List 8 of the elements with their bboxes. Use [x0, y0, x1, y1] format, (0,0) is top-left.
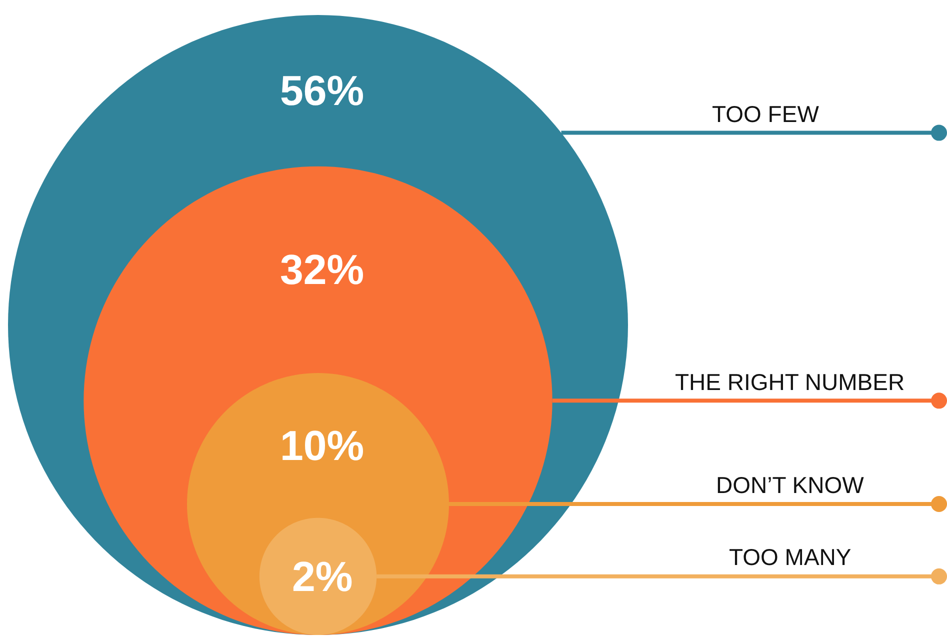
data-label: 10% — [280, 422, 364, 469]
data-label: 2% — [292, 553, 353, 600]
category-label: THE RIGHT NUMBER — [675, 369, 905, 395]
category-label: DON’T KNOW — [716, 472, 864, 498]
category-label: TOO FEW — [712, 101, 820, 127]
data-label: 56% — [280, 67, 364, 114]
data-label: 32% — [280, 246, 364, 293]
category-label: TOO MANY — [729, 544, 852, 570]
